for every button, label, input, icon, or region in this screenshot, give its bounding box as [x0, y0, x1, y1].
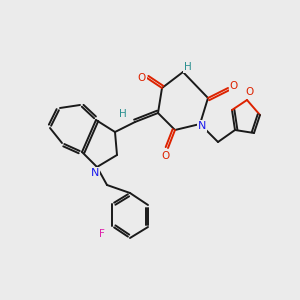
Text: O: O: [161, 151, 169, 161]
Text: O: O: [245, 87, 253, 97]
Text: H: H: [184, 62, 192, 72]
Text: O: O: [138, 73, 146, 83]
Text: F: F: [99, 229, 105, 239]
Text: H: H: [119, 109, 127, 119]
Text: N: N: [91, 168, 99, 178]
Text: N: N: [198, 121, 206, 131]
Text: O: O: [230, 81, 238, 91]
